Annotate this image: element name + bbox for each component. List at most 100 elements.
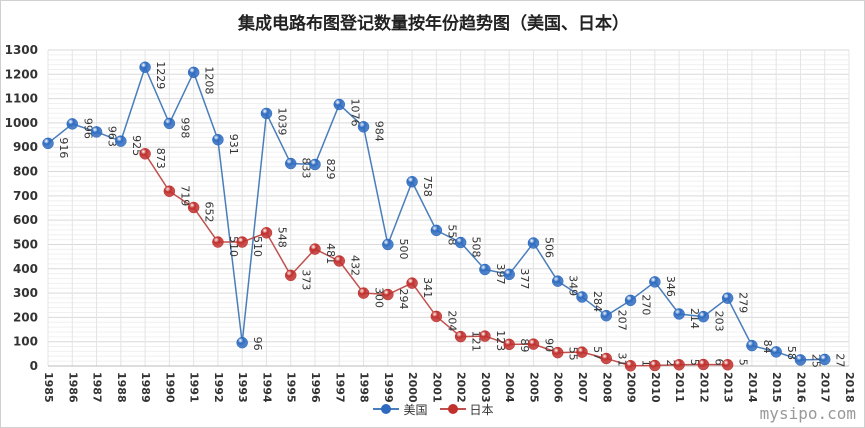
data-point [454, 236, 467, 249]
y-tick-label: 800 [13, 165, 38, 179]
data-label: 931 [227, 134, 240, 155]
data-point [673, 308, 685, 320]
x-tick-label: 1998 [358, 372, 371, 403]
x-tick-label: 1991 [188, 372, 201, 403]
x-tick-label: 2014 [746, 372, 759, 403]
data-label: 984 [373, 121, 386, 142]
y-tick-label: 1100 [5, 92, 38, 106]
data-point [551, 346, 564, 359]
data-label: 833 [300, 158, 313, 179]
data-point [236, 236, 248, 248]
data-label: 6 [712, 359, 725, 366]
x-tick-label: 1999 [382, 372, 395, 403]
data-point [697, 358, 710, 371]
data-label: 377 [518, 268, 531, 289]
data-label: 998 [178, 117, 191, 138]
data-point [212, 236, 224, 248]
x-tick-label: 1986 [66, 372, 79, 403]
data-label: 89 [518, 338, 531, 352]
data-point [90, 126, 103, 138]
data-label: 506 [542, 237, 555, 258]
x-tick-label: 2001 [430, 372, 443, 403]
x-tick-label: 2013 [722, 372, 735, 403]
data-label: 270 [640, 294, 653, 315]
x-tick-label: 2000 [406, 372, 419, 403]
data-point [163, 117, 176, 130]
x-tick-label: 2007 [576, 372, 589, 403]
data-label: 1229 [154, 61, 167, 89]
data-label: 996 [81, 118, 94, 139]
data-point [42, 137, 54, 150]
data-label: 203 [712, 311, 725, 332]
data-label: 300 [373, 287, 386, 308]
data-label: 481 [324, 243, 337, 264]
data-label: 1039 [275, 107, 288, 135]
data-label: 548 [275, 227, 288, 248]
x-tick-label: 1989 [139, 372, 152, 403]
data-point [503, 338, 515, 351]
x-tick-label: 1990 [163, 372, 176, 403]
data-point [139, 148, 151, 160]
data-label: 346 [664, 276, 677, 297]
data-point [163, 185, 176, 197]
x-tick-label: 1987 [91, 372, 104, 403]
x-tick-label: 2016 [794, 372, 807, 403]
x-tick-label: 2009 [625, 372, 638, 403]
y-tick-label: 400 [13, 262, 38, 276]
data-label: 207 [615, 310, 628, 331]
x-tick-label: 1985 [42, 372, 55, 403]
data-point [260, 227, 273, 239]
data-point [454, 330, 467, 343]
x-tick-label: 1997 [333, 372, 346, 403]
data-point [187, 201, 200, 214]
x-tick-label: 2005 [527, 372, 540, 403]
data-label: 432 [348, 255, 361, 276]
data-label: 829 [324, 158, 337, 179]
data-point [115, 135, 127, 147]
legend-item: 美国 [373, 401, 428, 418]
data-point [479, 263, 491, 276]
x-tick-label: 2002 [455, 372, 468, 403]
data-point [576, 346, 588, 358]
data-label: 2 [664, 360, 677, 367]
data-label: 58 [785, 346, 798, 360]
data-label: 373 [300, 269, 313, 290]
data-point [406, 175, 418, 188]
data-point [236, 336, 248, 349]
x-tick-label: 2004 [503, 372, 516, 403]
y-tick-label: 600 [13, 213, 38, 227]
data-label: 1208 [203, 66, 216, 94]
data-label: 90 [542, 338, 555, 352]
x-tick-label: 1988 [115, 372, 128, 403]
data-label: 652 [203, 202, 216, 223]
y-tick-label: 500 [13, 237, 38, 251]
data-label: 916 [57, 137, 70, 158]
data-point [139, 61, 151, 74]
data-point [309, 158, 321, 171]
data-label: 1076 [348, 98, 361, 126]
data-label: 284 [591, 291, 604, 312]
data-point [527, 338, 540, 350]
data-point [649, 276, 661, 288]
data-label: 204 [445, 310, 458, 331]
data-point [333, 255, 346, 267]
data-label: 96 [251, 337, 264, 351]
data-point [770, 346, 782, 358]
x-tick-label: 1992 [212, 372, 225, 403]
legend: 美国 日本 [1, 399, 864, 418]
data-label: 55 [567, 347, 580, 361]
data-point [309, 243, 321, 255]
data-point [818, 353, 831, 366]
data-point [746, 339, 758, 352]
y-tick-label: 100 [13, 335, 38, 349]
y-tick-label: 1000 [5, 116, 38, 130]
data-point [406, 277, 418, 289]
x-tick-label: 2015 [770, 372, 783, 403]
data-point [430, 224, 443, 237]
data-label: 558 [445, 224, 458, 245]
data-point [284, 269, 297, 282]
data-point [430, 310, 443, 323]
chart-title: 集成电路布图登记数量按年份趋势图（美国、日本） [238, 14, 629, 34]
